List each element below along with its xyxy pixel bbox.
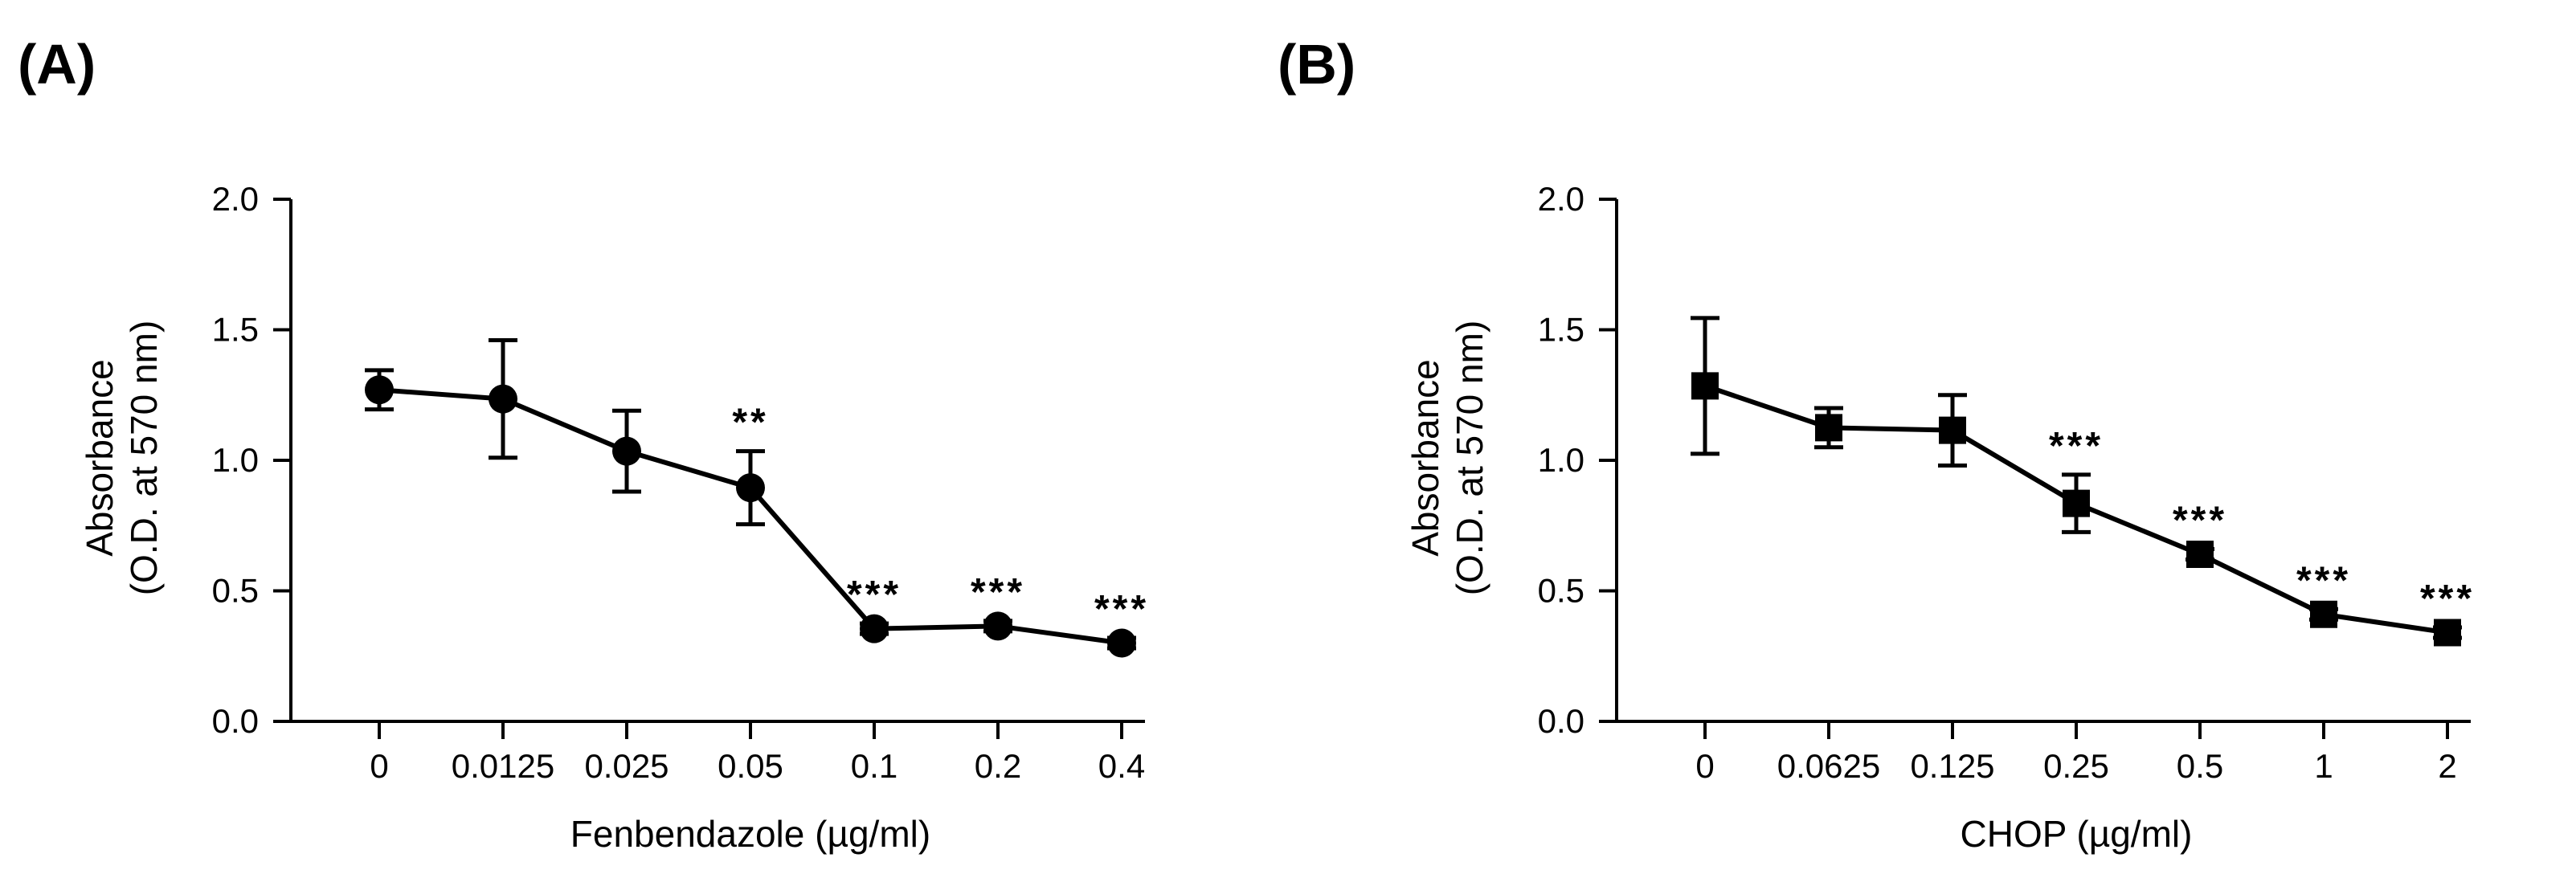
data-point	[2434, 619, 2461, 647]
x-tick-label: 0.4	[1098, 747, 1145, 785]
y-tick-label: 0.5	[1538, 572, 1584, 610]
y-axis-title-units: (O.D. at 570 nm)	[1449, 321, 1490, 596]
x-tick-label: 0.5	[2177, 747, 2223, 785]
data-point	[2186, 541, 2214, 568]
x-tick-label: 1	[2314, 747, 2333, 785]
data-point	[612, 436, 641, 466]
data-point	[983, 611, 1012, 641]
chart-fenbendazole: 0.0 0.5 1.0 1.5 2.0 0 0.0125 0.025 0.05 0.1 0.2 0.4…	[79, 180, 1149, 855]
significance-label: ***	[971, 571, 1025, 614]
panel-label-a: (A)	[18, 33, 96, 96]
y-tick-label: 2.0	[1538, 180, 1584, 218]
x-tick-label: 0.0625	[1777, 747, 1880, 785]
y-tick-label: 1.5	[1538, 311, 1584, 349]
y-tick-label: 2.0	[212, 180, 259, 218]
panel-label-b: (B)	[1278, 33, 1356, 96]
y-tick-label: 0.5	[212, 572, 259, 610]
x-tick-label: 0.025	[584, 747, 669, 785]
y-tick-label: 0.0	[212, 702, 259, 740]
y-tick-label: 1.0	[212, 441, 259, 479]
y-tick-label: 1.5	[212, 311, 259, 349]
data-point	[1107, 628, 1136, 658]
data-point	[1939, 416, 1966, 444]
y-tick-label: 0.0	[1538, 702, 1584, 740]
x-tick-label: 0.0125	[452, 747, 554, 785]
x-tick-label: 2	[2438, 747, 2456, 785]
data-point	[1691, 372, 1719, 400]
data-point	[860, 614, 889, 643]
data-point	[365, 375, 394, 405]
significance-label: ***	[1094, 588, 1149, 631]
significance-label: ***	[2049, 425, 2104, 468]
x-axis-title: CHOP (µg/ml)	[1961, 813, 2193, 855]
x-tick-label: 0.05	[718, 747, 783, 785]
significance-label: ***	[2420, 578, 2475, 620]
data-point	[489, 384, 517, 414]
significance-label: ***	[2296, 559, 2351, 602]
data-point	[2063, 489, 2090, 517]
chart-chop: 0.0 0.5 1.0 1.5 2.0 0 0.0625 0.125 0.25 0.5 1 2 CHOP…	[1405, 180, 2475, 855]
data-point	[736, 473, 765, 503]
y-axis-title: Absorbance	[79, 359, 121, 557]
y-axis-title-units: (O.D. at 570 nm)	[123, 321, 165, 596]
x-tick-label: 0.125	[1910, 747, 1994, 785]
data-point	[2310, 600, 2337, 628]
y-tick-label: 1.0	[1538, 441, 1584, 479]
x-tick-label: 0.25	[2043, 747, 2109, 785]
significance-label: ***	[2173, 500, 2227, 542]
y-axis-title: Absorbance	[1405, 359, 1446, 557]
x-axis-title: Fenbendazole (µg/ml)	[570, 813, 930, 855]
significance-label: ***	[847, 574, 902, 616]
x-tick-label: 0.1	[851, 747, 898, 785]
data-point	[1815, 414, 1842, 442]
x-tick-label: 0	[1695, 747, 1714, 785]
significance-label: **	[732, 402, 768, 444]
x-tick-label: 0.2	[975, 747, 1021, 785]
x-tick-label: 0	[370, 747, 388, 785]
